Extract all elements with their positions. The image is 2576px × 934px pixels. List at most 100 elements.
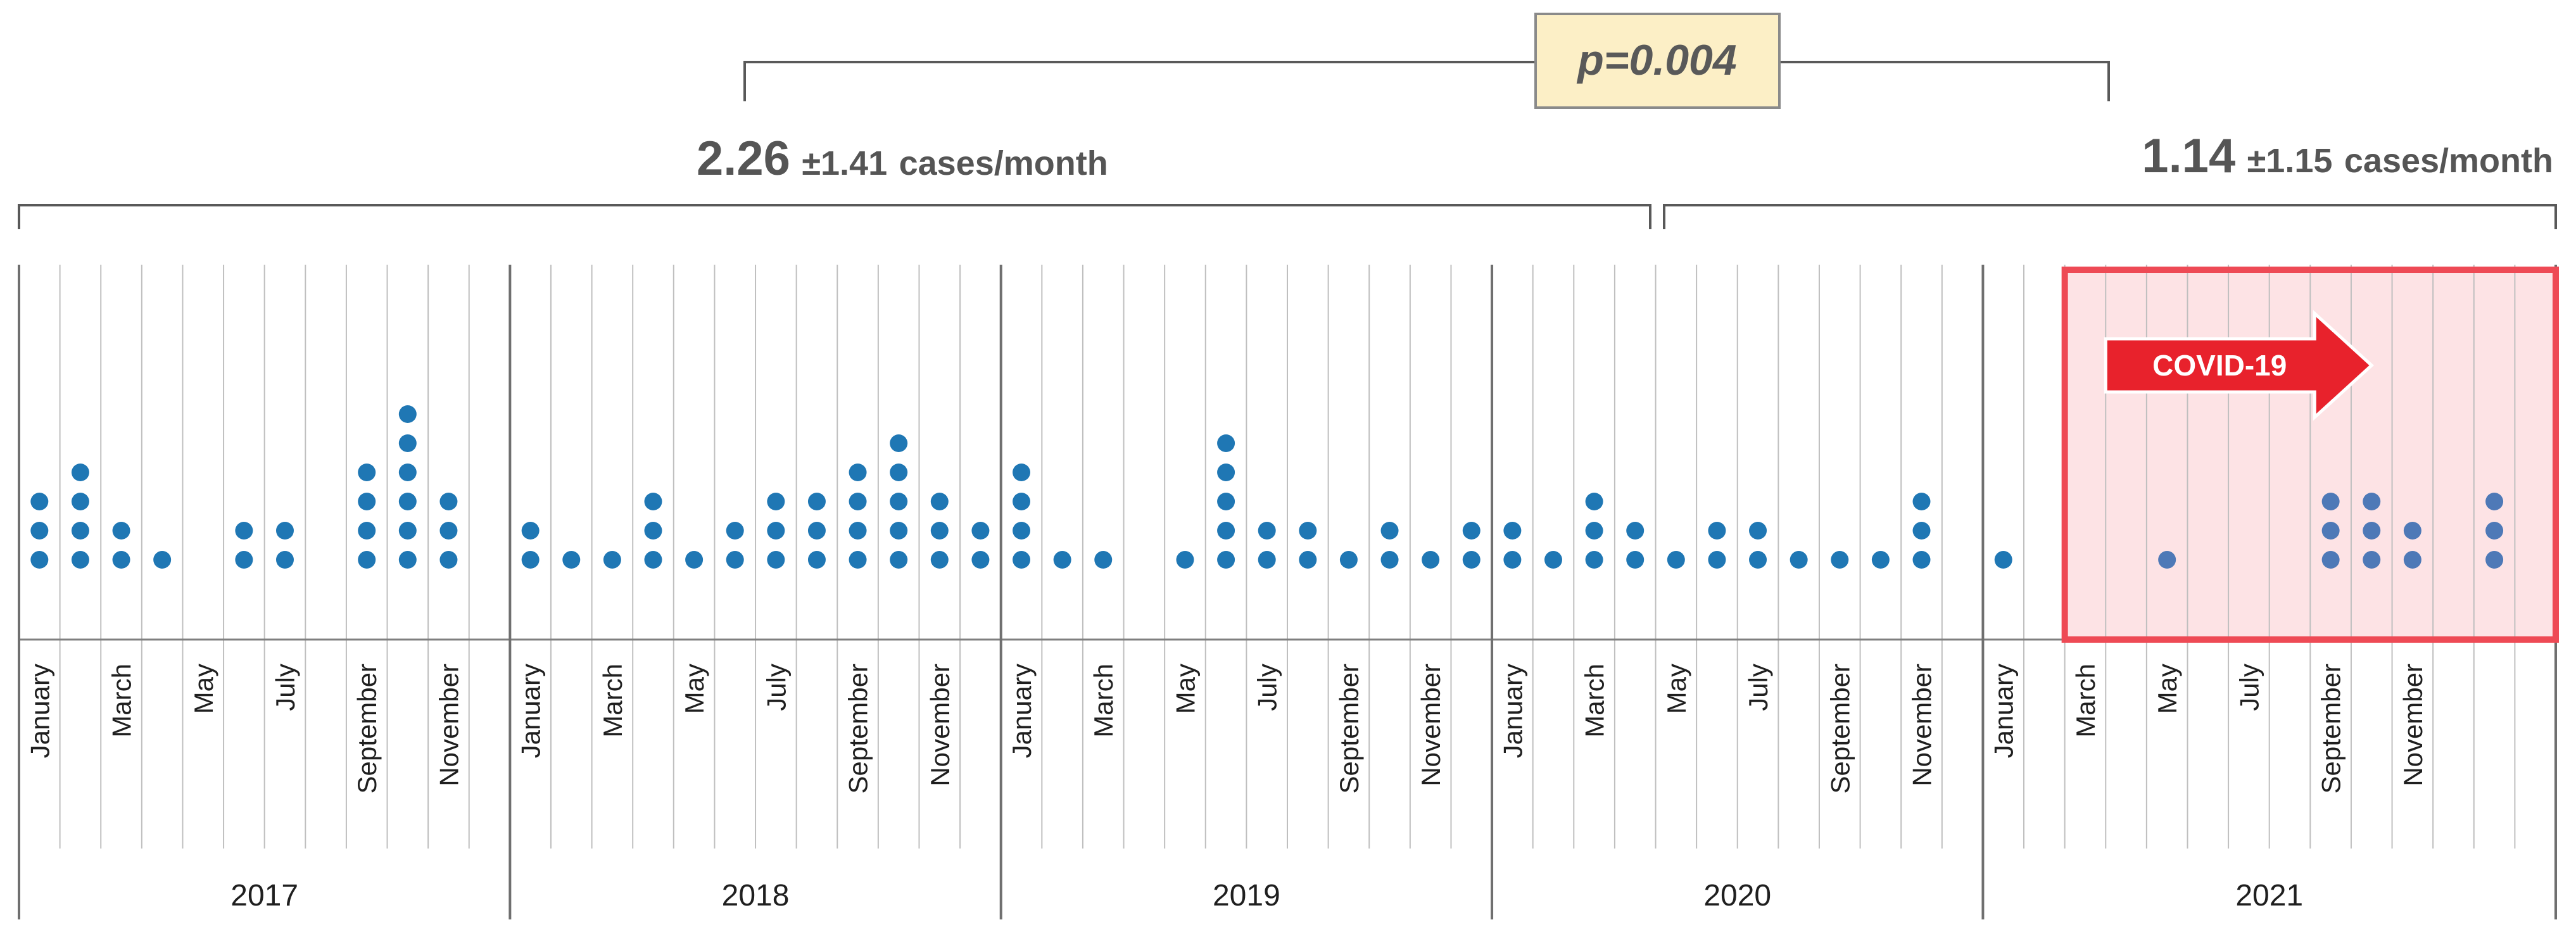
- case-dot: [1585, 551, 1603, 569]
- month-label: September: [1334, 664, 1364, 793]
- case-dot: [1462, 551, 1481, 569]
- case-dot: [2403, 522, 2421, 540]
- case-dot: [1790, 551, 1808, 569]
- case-dot: [1299, 522, 1317, 540]
- month-label: July: [1253, 664, 1282, 711]
- month-label: November: [2398, 664, 2428, 786]
- pre-covid-stat: 2.26 ±1.41 cases/month: [697, 132, 1108, 186]
- case-dot: [807, 551, 826, 569]
- month-label: September: [843, 664, 873, 793]
- case-dot: [1422, 551, 1440, 569]
- case-dot: [930, 493, 949, 510]
- month-label: March: [1580, 664, 1610, 738]
- case-dot: [1749, 522, 1767, 540]
- case-dot: [1912, 522, 1931, 540]
- year-label: 2020: [1703, 879, 1771, 912]
- case-dot: [1053, 551, 1071, 569]
- case-dot: [235, 522, 253, 540]
- case-dot: [1912, 551, 1931, 569]
- case-dot: [398, 493, 417, 510]
- case-dot: [358, 551, 376, 569]
- case-dot: [1503, 551, 1522, 569]
- case-dot: [398, 464, 417, 481]
- month-label: July: [1743, 664, 1773, 711]
- case-dot: [1258, 551, 1276, 569]
- case-dot: [930, 522, 949, 540]
- year-label: 2018: [722, 879, 790, 912]
- case-dot: [71, 522, 89, 540]
- case-dot: [112, 551, 130, 569]
- case-dot: [358, 493, 376, 510]
- case-dot: [1667, 551, 1685, 569]
- case-dot: [30, 493, 49, 510]
- case-dot: [1299, 551, 1317, 569]
- case-dot: [1708, 551, 1726, 569]
- month-label: March: [598, 664, 628, 738]
- case-dot: [1912, 493, 1931, 510]
- case-dot: [930, 551, 949, 569]
- pre-covid-unit: cases/month: [899, 144, 1108, 182]
- month-label: July: [270, 664, 300, 711]
- month-label: May: [1662, 664, 1691, 714]
- case-dot: [235, 551, 253, 569]
- case-dot: [1626, 551, 1645, 569]
- case-dot: [1217, 551, 1235, 569]
- case-dot: [890, 522, 908, 540]
- covid-sd: ±1.15: [2247, 142, 2333, 180]
- covid-bracket: [1663, 204, 2557, 229]
- case-dot: [1217, 522, 1235, 540]
- month-label: November: [925, 664, 955, 786]
- covid-label: COVID-19: [2152, 349, 2287, 382]
- covid-frame-rect: [2061, 267, 2560, 643]
- case-dot: [1994, 551, 2012, 569]
- case-dot: [153, 551, 172, 569]
- case-dot: [849, 522, 867, 540]
- case-dot: [1217, 493, 1235, 510]
- case-dot: [726, 522, 744, 540]
- p-value-box-rect: [1534, 13, 1781, 109]
- case-dot: [1585, 522, 1603, 540]
- case-dot: [890, 464, 908, 481]
- case-dot: [398, 434, 417, 452]
- case-dots: [30, 405, 2504, 569]
- case-dot: [358, 522, 376, 540]
- case-dot: [1013, 493, 1031, 510]
- case-dot: [275, 551, 294, 569]
- covid-stat: 1.14 ±1.15 cases/month: [2142, 129, 2553, 183]
- case-dot: [439, 493, 458, 510]
- case-dot: [562, 551, 581, 569]
- case-dot: [1544, 551, 1562, 569]
- case-dot: [112, 522, 130, 540]
- month-label: November: [1907, 664, 1937, 786]
- case-dot: [439, 522, 458, 540]
- month-label: November: [1416, 664, 1446, 786]
- case-dot: [1708, 522, 1726, 540]
- year-label: 2017: [230, 879, 298, 912]
- pre-covid-mean: 2.26: [697, 132, 790, 186]
- p-value: p=0.004: [1576, 36, 1736, 84]
- month-label: July: [2234, 664, 2264, 711]
- case-dot: [2485, 522, 2504, 540]
- case-dot: [71, 551, 89, 569]
- case-dot: [398, 405, 417, 423]
- case-dot: [1013, 464, 1031, 481]
- case-dot: [644, 493, 662, 510]
- case-dot: [1258, 522, 1276, 540]
- case-dot: [971, 551, 990, 569]
- case-dot: [358, 464, 376, 481]
- case-dot: [1380, 522, 1399, 540]
- covid-unit: cases/month: [2344, 142, 2553, 180]
- month-label: September: [2316, 664, 2346, 793]
- case-dot: [849, 493, 867, 510]
- case-dot: [726, 551, 744, 569]
- month-label: May: [1170, 664, 1200, 714]
- case-dot: [1462, 522, 1481, 540]
- month-label: January: [1007, 664, 1037, 758]
- covid-arrow: COVID-19: [2104, 310, 2374, 421]
- case-dot: [1217, 434, 1235, 452]
- case-dot: [2485, 551, 2504, 569]
- year-label: 2021: [2235, 879, 2303, 912]
- case-dot: [644, 551, 662, 569]
- month-label: July: [761, 664, 791, 711]
